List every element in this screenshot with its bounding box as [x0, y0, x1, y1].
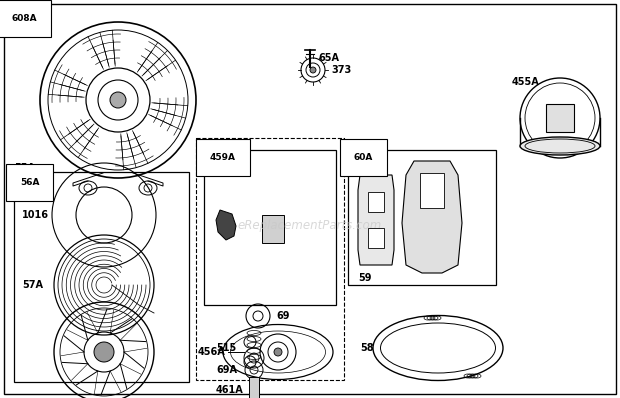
Polygon shape — [402, 161, 462, 273]
Text: 69: 69 — [276, 311, 290, 321]
Polygon shape — [358, 175, 394, 265]
Text: 461A: 461A — [216, 385, 244, 395]
Bar — [368, 228, 384, 248]
Text: 65A: 65A — [318, 53, 339, 63]
Text: 58: 58 — [360, 343, 374, 353]
Text: 60A: 60A — [354, 153, 373, 162]
Text: 57A: 57A — [22, 280, 43, 290]
Text: eReplacementParts.com: eReplacementParts.com — [238, 219, 382, 232]
Text: 56A: 56A — [20, 178, 40, 187]
Bar — [348, 150, 496, 285]
Text: 69A: 69A — [216, 365, 237, 375]
Text: 456A: 456A — [198, 347, 226, 357]
Bar — [546, 104, 574, 132]
Text: 455A: 455A — [512, 77, 540, 87]
Bar — [420, 173, 444, 208]
Text: 59: 59 — [358, 273, 371, 283]
Circle shape — [110, 92, 126, 108]
Bar — [204, 150, 336, 305]
Bar — [196, 138, 344, 380]
Text: 1016: 1016 — [22, 210, 49, 220]
Text: 55A: 55A — [14, 163, 35, 173]
Text: 373: 373 — [331, 65, 352, 75]
Text: 608A: 608A — [12, 14, 38, 23]
Circle shape — [310, 67, 316, 73]
Circle shape — [94, 342, 114, 362]
Ellipse shape — [520, 137, 600, 155]
Polygon shape — [216, 210, 236, 240]
Text: 515: 515 — [216, 343, 236, 353]
Bar — [14, 172, 189, 382]
Text: 459A: 459A — [210, 153, 236, 162]
Bar — [249, 377, 259, 398]
Polygon shape — [262, 215, 284, 243]
Bar — [368, 192, 384, 212]
Circle shape — [274, 348, 282, 356]
